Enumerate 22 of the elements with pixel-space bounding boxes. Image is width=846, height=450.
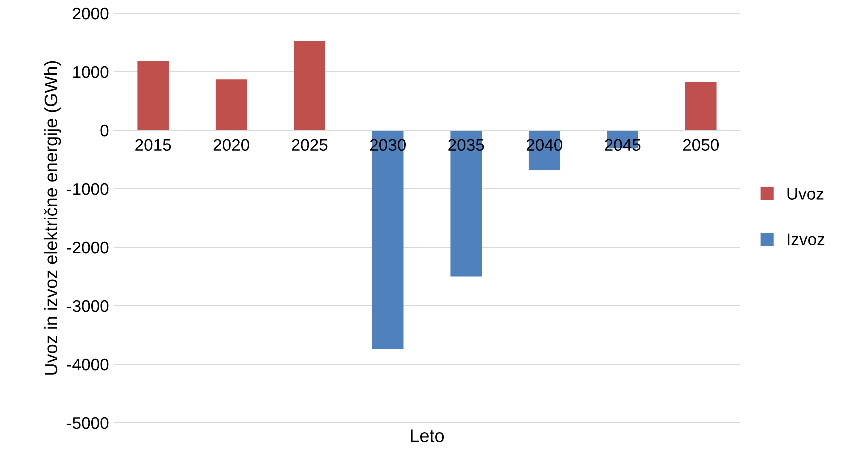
y-tick-label: 0 (100, 124, 109, 137)
bar (372, 130, 404, 350)
bar (450, 130, 482, 277)
x-tick-label: 2020 (214, 139, 250, 152)
x-tick-label: 2025 (292, 139, 328, 152)
x-axis-title: Leto (411, 430, 444, 442)
y-tick-label: -5000 (67, 417, 109, 430)
bar (138, 61, 169, 130)
y-axis-title: Uvoz in izvoz električne energije (GWh) (44, 61, 62, 375)
y-tick-label: 2000 (73, 8, 109, 20)
legend-label: Izvoz (788, 234, 825, 246)
y-tick-label: -2000 (67, 242, 109, 254)
y-tick-label: 1000 (74, 66, 109, 78)
y-tick-label: -3000 (67, 300, 109, 312)
y-tick-label: -4000 (67, 358, 109, 371)
x-tick-label: 2015 (136, 139, 172, 152)
legend-label: Uvoz (788, 188, 824, 200)
x-tick-label: 2050 (683, 139, 720, 152)
bar (685, 82, 717, 130)
y-tick-label: -1000 (67, 183, 109, 196)
bar (294, 40, 326, 130)
bar (216, 80, 248, 130)
